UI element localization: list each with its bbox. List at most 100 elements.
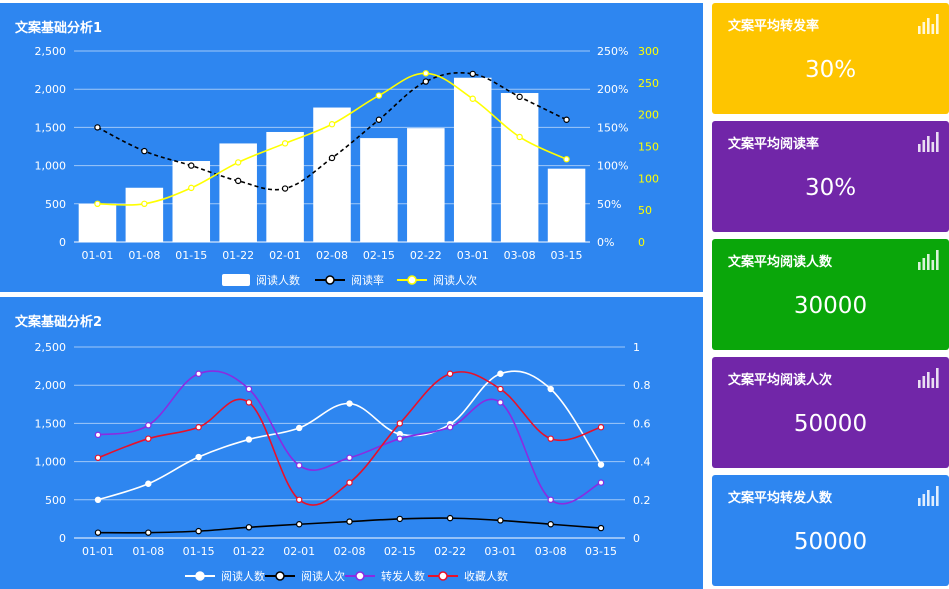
bar xyxy=(360,138,398,242)
point-read-times xyxy=(188,184,195,192)
y-right-tick-label: 0.2 xyxy=(633,494,651,507)
x-tick-label: 01-08 xyxy=(132,545,164,558)
x-tick-label: 01-15 xyxy=(183,545,215,558)
x-tick-label: 02-08 xyxy=(334,545,366,558)
chart-2-title: 文案基础分析2 xyxy=(15,315,103,330)
y-right-tick-label: 250% xyxy=(597,45,628,58)
y-left-tick-label: 500 xyxy=(45,494,66,507)
card-label: 文案平均转发率 xyxy=(728,19,820,34)
point-series-0 xyxy=(597,461,605,468)
icon-bar xyxy=(927,372,930,388)
icon-bar xyxy=(936,486,939,506)
point-read-times xyxy=(234,159,242,166)
legend-label: 阅读人数 xyxy=(256,273,300,287)
bar xyxy=(125,187,164,242)
icon-bar xyxy=(931,260,935,270)
icon-bar xyxy=(936,368,939,388)
x-tick-label: 03-08 xyxy=(535,545,567,558)
y-left-tick-label: 1,500 xyxy=(35,417,67,430)
icon-bar xyxy=(922,494,926,506)
x-tick-label: 02-01 xyxy=(283,545,315,558)
point-series-3 xyxy=(245,399,253,406)
point-series-3 xyxy=(346,479,353,486)
y-left-tick-label: 2,500 xyxy=(35,341,67,354)
chart-2-svg: 0 500 1,000 1,500 2,000 2,500 0 0.2 0.4 0.6 0.8 1 01… xyxy=(35,341,651,583)
point-series-1 xyxy=(446,514,454,522)
y-right-tick-label: 50% xyxy=(597,198,621,211)
point-read-times xyxy=(375,92,383,99)
x-tick-label: 02-01 xyxy=(269,249,301,262)
point-read-rate xyxy=(375,116,383,123)
bar xyxy=(219,143,257,242)
point-series-1 xyxy=(145,529,152,536)
chart-panel-2: 文案基础分析2 0 500 1,000 1,500 2,000 2,500 0 0.2 0.4 0… xyxy=(0,297,703,589)
point-series-2 xyxy=(346,454,353,461)
point-series-2 xyxy=(94,431,102,439)
legend-swatch-marker xyxy=(407,275,417,285)
bar xyxy=(453,77,492,243)
point-series-0 xyxy=(245,436,253,443)
chart-1-svg: 05001,0001,5002,0002,5000%50%100%150%200… xyxy=(35,45,660,287)
point-series-1 xyxy=(597,524,605,532)
bar xyxy=(172,161,211,242)
point-read-times xyxy=(328,121,336,128)
icon-bar xyxy=(918,380,921,388)
legend-label: 阅读人次 xyxy=(301,569,345,583)
card-label: 文案平均阅读率 xyxy=(728,137,820,152)
y-left-tick-label: 1,000 xyxy=(35,160,67,173)
point-read-rate xyxy=(516,93,523,101)
x-tick-label: 02-08 xyxy=(316,249,348,262)
legend-label: 阅读率 xyxy=(351,273,384,287)
point-read-rate xyxy=(563,116,570,123)
icon-bar xyxy=(936,14,939,34)
point-read-rate xyxy=(281,185,289,192)
icon-bar xyxy=(918,144,921,152)
point-series-3 xyxy=(195,424,202,431)
x-tick-label: 01-01 xyxy=(82,545,114,558)
legend-swatch-marker xyxy=(325,275,335,285)
y-right-tick-label: 200% xyxy=(597,83,628,96)
x-tick-label: 02-22 xyxy=(434,545,466,558)
y-right-tick-label: 150% xyxy=(597,121,628,134)
x-tick-label: 02-15 xyxy=(363,249,395,262)
icon-bar xyxy=(922,376,926,388)
card-label: 文案平均转发人数 xyxy=(728,491,833,506)
card-value: 30000 xyxy=(793,293,868,319)
point-series-3 xyxy=(296,496,303,503)
icon-bar xyxy=(918,26,921,34)
point-series-2 xyxy=(396,435,403,442)
icon-bar xyxy=(922,258,926,270)
y-right-tick-label: 0% xyxy=(597,236,614,249)
x-tick-label: 03-08 xyxy=(504,249,536,262)
chart-panel-1: 文案基础分析1 0 500 1,000 1,500 2,000 2,500 0% 50% 100… xyxy=(0,3,703,292)
bar-chart-icon xyxy=(918,132,939,152)
point-series-1 xyxy=(245,524,253,531)
point-series-0 xyxy=(497,370,504,377)
icon-bar xyxy=(927,254,930,270)
point-series-2 xyxy=(245,385,253,393)
x-tick-label: 01-22 xyxy=(233,545,265,558)
point-read-times xyxy=(141,200,148,207)
y-right2-tick-label: 50 xyxy=(638,204,652,217)
icon-bar xyxy=(931,142,935,152)
icon-bar xyxy=(931,496,935,506)
point-read-rate xyxy=(422,78,430,85)
y-left-tick-label: 2,000 xyxy=(35,379,67,392)
icon-bar xyxy=(922,140,926,152)
legend-swatch-marker xyxy=(275,571,285,581)
point-read-rate xyxy=(469,70,476,78)
icon-bar xyxy=(918,498,921,506)
card-label: 文案平均阅读人数 xyxy=(728,255,833,270)
legend-label: 阅读人次 xyxy=(433,273,477,287)
stat-card-forwarders: 文案平均转发人数 50000 xyxy=(712,475,949,586)
point-series-1 xyxy=(346,518,353,525)
y-right-tick-label: 0.4 xyxy=(633,456,651,469)
point-series-0 xyxy=(296,424,303,432)
point-series-1 xyxy=(497,517,504,524)
point-series-3 xyxy=(94,454,102,461)
point-series-2 xyxy=(296,462,303,469)
point-series-2 xyxy=(446,424,454,431)
icon-bar xyxy=(931,378,935,388)
point-series-0 xyxy=(94,496,102,503)
y-right-tick-label: 0 xyxy=(633,532,640,545)
